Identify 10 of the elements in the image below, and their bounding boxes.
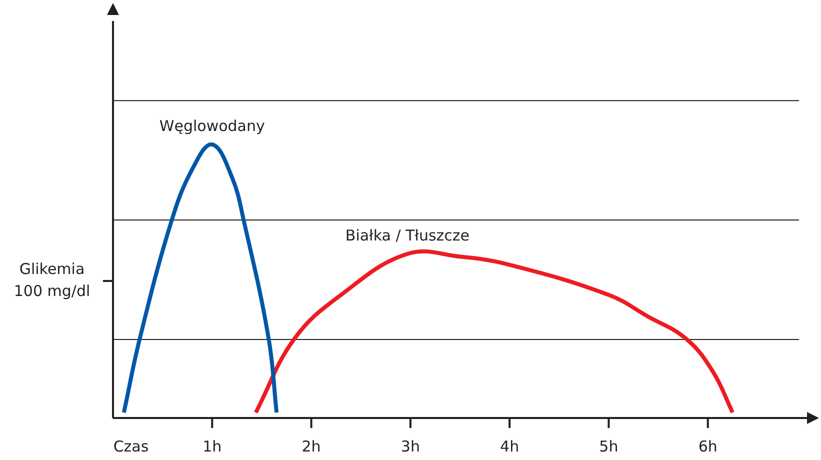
- x-tick-label: 6h: [698, 437, 718, 456]
- text: Glikemia 100 mg/dl: [14, 260, 90, 300]
- x-tick-label: 1h: [202, 437, 222, 456]
- series-label: Węglowodany: [159, 116, 265, 135]
- x-tick-label: 5h: [599, 437, 618, 456]
- x-tick-label: 3h: [400, 437, 420, 456]
- x-tick-label: 4h: [500, 437, 520, 456]
- x-tick-label: 2h: [302, 437, 321, 456]
- series-label: Białka / Tłuszcze: [345, 226, 470, 244]
- x-axis-title: Czas: [113, 437, 149, 456]
